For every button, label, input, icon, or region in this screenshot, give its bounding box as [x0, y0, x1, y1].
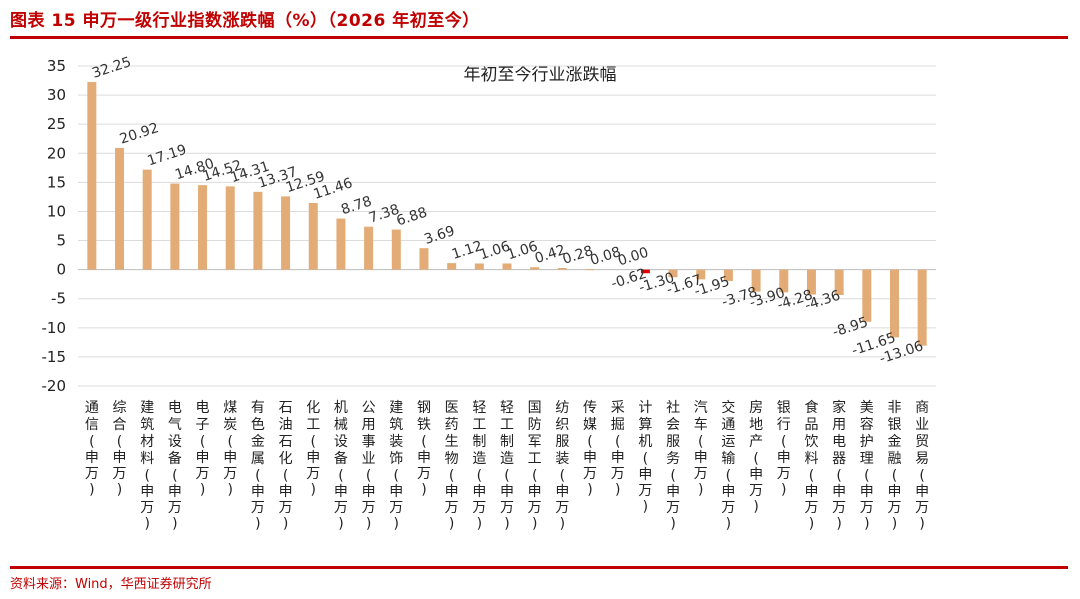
bottom-rule — [10, 566, 1068, 569]
category-label: 国防军工(申万) — [528, 400, 542, 532]
category-label: 社会服务(申万) — [666, 400, 680, 532]
bar — [779, 269, 789, 293]
y-tick-label: -15 — [42, 348, 67, 366]
category-label: 汽车(申万) — [694, 400, 708, 498]
bar — [834, 269, 844, 296]
category-label: 综合(申万) — [113, 400, 127, 498]
y-tick-label: -20 — [42, 377, 67, 395]
bar — [364, 226, 374, 270]
data-label: 3.69 — [422, 223, 457, 248]
category-label: 建筑材料(申万) — [140, 400, 154, 532]
source-note: 资料来源：Wind，华西证券研究所 — [10, 577, 212, 592]
bar-chart: 年初至今行业涨跌幅 35 30 25 20 15 10 5 0 -5 -10 -15 -20 32.2… — [42, 54, 936, 532]
category-label: 有色金属(申万) — [251, 400, 265, 532]
category-label: 计算机(申万) — [638, 400, 652, 515]
bar — [336, 218, 346, 270]
bar — [640, 269, 650, 274]
data-label: 32.25 — [90, 54, 133, 82]
y-tick-label: 5 — [56, 232, 66, 250]
bar — [115, 147, 125, 270]
category-label: 石油石化(申万) — [279, 400, 293, 532]
y-tick-label: 25 — [47, 115, 66, 133]
bar — [557, 268, 567, 270]
data-labels: 32.2520.9217.1914.8014.5214.3113.3712.59… — [90, 54, 925, 367]
category-label: 商业贸易(申万) — [915, 400, 929, 532]
bar — [862, 269, 872, 322]
category-label: 纺织服装(申万) — [555, 400, 569, 532]
y-tick-label: 0 — [56, 261, 66, 279]
category-label: 银行(申万) — [777, 400, 791, 498]
bar — [198, 185, 208, 270]
data-label: 0.00 — [616, 245, 651, 270]
category-label: 电子(申万) — [196, 400, 210, 498]
category-label: 通信(申万) — [85, 400, 99, 498]
category-label: 电气设备(申万) — [168, 400, 182, 532]
y-tick-label: 30 — [47, 86, 66, 104]
bar — [917, 269, 927, 346]
category-label: 化工(申万) — [306, 400, 320, 498]
category-label: 交通运输(申万) — [721, 399, 735, 532]
bar — [474, 263, 484, 270]
bar — [806, 269, 816, 295]
data-label: -8.95 — [831, 314, 870, 340]
bar — [696, 269, 706, 280]
category-label: 美容护理(申万) — [860, 400, 874, 532]
data-label: 6.88 — [395, 205, 430, 230]
category-label: 采掘(申万) — [611, 400, 625, 498]
category-label: 轻工制造(申万) — [500, 400, 514, 532]
bar — [281, 196, 291, 270]
bar — [723, 269, 733, 281]
bar — [530, 267, 540, 270]
y-tick-label: -5 — [51, 290, 66, 308]
chart-title: 年初至今行业涨跌幅 — [464, 65, 617, 85]
category-label: 食品饮料(申万) — [804, 399, 818, 532]
y-tick-label: 15 — [47, 173, 66, 191]
bars — [87, 82, 927, 346]
y-axis: 35 30 25 20 15 10 5 0 -5 -10 -15 -20 — [42, 57, 67, 395]
bar — [668, 269, 678, 278]
bar — [225, 186, 235, 270]
bar — [87, 82, 97, 270]
category-label: 公用事业(申万) — [362, 400, 376, 532]
y-tick-label: -10 — [42, 319, 67, 337]
category-label: 非银金融(申万) — [887, 400, 901, 532]
y-tick-label: 35 — [47, 57, 66, 75]
bar — [751, 269, 761, 292]
y-tick-label: 10 — [47, 202, 66, 220]
category-label: 医药生物(申万) — [445, 400, 459, 532]
bar — [585, 269, 595, 271]
bar — [142, 169, 152, 270]
category-label: 房地产(申万) — [749, 400, 763, 515]
category-label: 传媒(申万) — [583, 400, 597, 498]
gridlines — [78, 65, 936, 387]
bar — [391, 229, 401, 270]
y-tick-label: 20 — [47, 144, 66, 162]
category-label: 轻工制造(申万) — [472, 400, 486, 532]
report-title: 图表 15 申万一级行业指数涨跌幅（%）（2026 年初至今） — [10, 11, 480, 31]
category-labels: 通信(申万) 综合(申万) 建筑材料(申万) 电气设备(申万) 电子(申万) 煤炭(申万)… — [85, 399, 929, 532]
bar — [253, 191, 263, 270]
bar — [308, 202, 318, 270]
category-label: 家用电器(申万) — [832, 399, 846, 532]
category-label: 钢铁(申万) — [417, 400, 431, 498]
category-label: 建筑装饰(申万) — [389, 400, 403, 532]
top-rule — [10, 36, 1068, 39]
bar — [170, 183, 180, 270]
bar — [889, 269, 899, 338]
category-label: 煤炭(申万) — [223, 400, 237, 498]
bar — [419, 248, 429, 270]
bar — [447, 263, 457, 270]
bar — [502, 263, 512, 270]
category-label: 机械设备(申万) — [334, 400, 348, 532]
